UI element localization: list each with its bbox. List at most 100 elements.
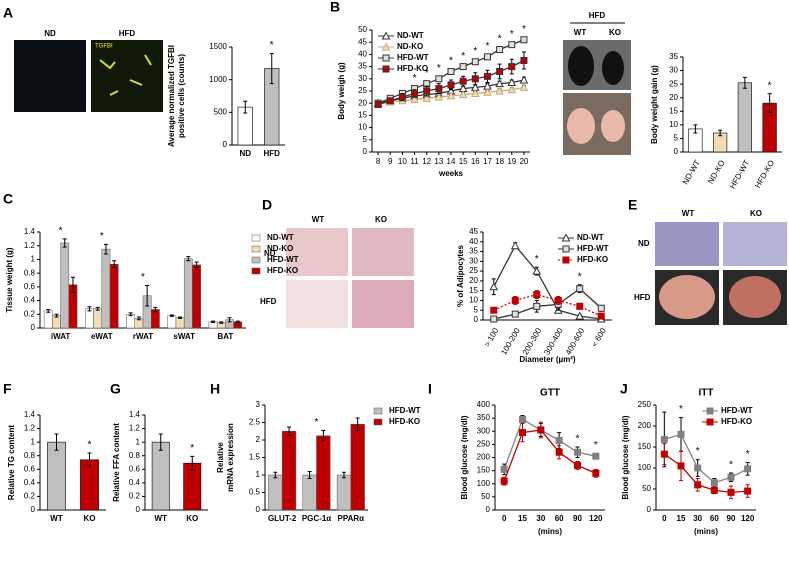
micrograph bbox=[286, 280, 348, 328]
y-tick-label: 1.2 bbox=[24, 241, 36, 250]
x-tick-label: 16 bbox=[471, 157, 480, 166]
x-tick-label: 10 bbox=[398, 157, 407, 166]
significance: * bbox=[315, 417, 319, 428]
x-tick-label: 0 bbox=[502, 514, 507, 523]
x-tick-label: HFD-KO bbox=[753, 159, 776, 190]
panel-label: B bbox=[330, 0, 340, 15]
y-axis-label: Relative FFA content bbox=[112, 423, 121, 502]
y-tick-label: 0 bbox=[674, 147, 679, 156]
marker bbox=[374, 100, 382, 108]
y-tick-label: 0 bbox=[223, 140, 228, 149]
bar bbox=[336, 474, 352, 511]
bar bbox=[60, 242, 70, 329]
marker bbox=[496, 46, 504, 54]
legend-label: ND-WT bbox=[397, 31, 424, 40]
marker bbox=[411, 89, 419, 97]
marker bbox=[575, 311, 585, 320]
marker bbox=[555, 436, 563, 444]
error-bar bbox=[169, 314, 174, 317]
image-label: KO bbox=[609, 28, 621, 37]
significance: * bbox=[594, 440, 598, 451]
marker bbox=[483, 53, 491, 61]
y-tick-label: 10 bbox=[469, 296, 478, 305]
bar bbox=[302, 474, 317, 511]
panel-label: E bbox=[628, 197, 637, 213]
legend-label: HFD-WT bbox=[577, 244, 609, 253]
micrograph bbox=[352, 228, 414, 276]
marker bbox=[562, 245, 570, 253]
significance: * bbox=[88, 440, 92, 451]
y-tick-label: 1.5 bbox=[249, 453, 261, 462]
y-tick-label: 5 bbox=[474, 305, 479, 314]
line bbox=[664, 433, 748, 484]
legend-swatch bbox=[251, 267, 261, 275]
error-bar bbox=[186, 256, 191, 262]
image-label: WT bbox=[312, 215, 325, 224]
marker bbox=[576, 302, 584, 310]
y-tick-label: 20 bbox=[469, 276, 478, 285]
legend-label: HFD-KO bbox=[389, 417, 420, 426]
marker bbox=[490, 306, 498, 314]
x-tick-label: WT bbox=[155, 514, 168, 523]
bar bbox=[93, 308, 103, 329]
error-bar bbox=[190, 455, 195, 471]
y-tick-label: 0.2 bbox=[129, 492, 141, 501]
x-tick-label: 13 bbox=[434, 157, 443, 166]
x-tick-label: 0 bbox=[662, 514, 667, 523]
marker bbox=[500, 465, 508, 473]
significance: * bbox=[473, 46, 477, 57]
y-tick-label: 10 bbox=[358, 123, 367, 132]
y-axis-label: mRNA expression bbox=[226, 423, 235, 492]
y-tick-label: 300 bbox=[477, 426, 491, 435]
legend-label: HFD-KO bbox=[577, 255, 608, 264]
x-tick-label: 30 bbox=[693, 514, 702, 523]
image-label: ND bbox=[44, 29, 56, 38]
mouse bbox=[601, 110, 625, 142]
marker bbox=[555, 448, 563, 456]
error-bar bbox=[269, 53, 274, 85]
x-tick-label: iWAT bbox=[51, 332, 71, 341]
significance: * bbox=[768, 80, 772, 91]
bar bbox=[167, 315, 177, 329]
x-tick-label: KO bbox=[186, 514, 198, 523]
significance: * bbox=[449, 56, 453, 67]
marker bbox=[511, 310, 519, 318]
legend-label: HFD-WT bbox=[397, 53, 429, 62]
y-tick-label: 1 bbox=[31, 437, 36, 446]
marker bbox=[706, 418, 714, 426]
x-tick-label: ND bbox=[239, 149, 251, 158]
x-tick-label: 15 bbox=[677, 514, 686, 523]
y-tick-label: 35 bbox=[669, 52, 678, 61]
significance: * bbox=[59, 225, 63, 236]
x-tick-label: 90 bbox=[573, 514, 582, 523]
significance: * bbox=[510, 29, 514, 40]
x-tick-label: 90 bbox=[727, 514, 736, 523]
y-tick-label: 1000 bbox=[209, 75, 227, 84]
y-tick-label: 0.8 bbox=[129, 451, 141, 460]
y-tick-label: 0 bbox=[486, 505, 491, 514]
marker bbox=[470, 88, 480, 97]
y-tick-label: 50 bbox=[358, 25, 367, 34]
significance: * bbox=[190, 443, 194, 454]
error-bar bbox=[355, 417, 360, 432]
error-bar bbox=[136, 316, 141, 321]
marker bbox=[381, 31, 391, 40]
marker bbox=[519, 82, 529, 91]
marker bbox=[710, 479, 718, 487]
marker bbox=[727, 473, 735, 481]
y-tick-label: 100 bbox=[638, 463, 652, 472]
marker bbox=[744, 487, 752, 495]
marker bbox=[554, 296, 562, 304]
y-tick-label: 25 bbox=[469, 266, 478, 275]
marker bbox=[422, 93, 432, 102]
y-tick-label: 250 bbox=[477, 439, 491, 448]
micrograph bbox=[723, 222, 787, 266]
line bbox=[503, 429, 597, 482]
y-tick-label: 0.8 bbox=[24, 268, 36, 277]
mouse bbox=[567, 108, 595, 144]
panel-label: I bbox=[428, 381, 432, 397]
marker bbox=[471, 75, 479, 83]
significance: * bbox=[100, 231, 104, 242]
y-tick-label: 30 bbox=[358, 74, 367, 83]
y-tick-label: 250 bbox=[638, 400, 652, 409]
